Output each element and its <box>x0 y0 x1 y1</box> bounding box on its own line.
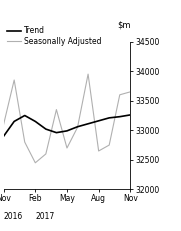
Text: $m: $m <box>117 21 130 30</box>
Text: 2017: 2017 <box>35 212 54 221</box>
Text: 2016: 2016 <box>4 212 23 221</box>
Legend: Trend, Seasonally Adjusted: Trend, Seasonally Adjusted <box>7 26 102 46</box>
